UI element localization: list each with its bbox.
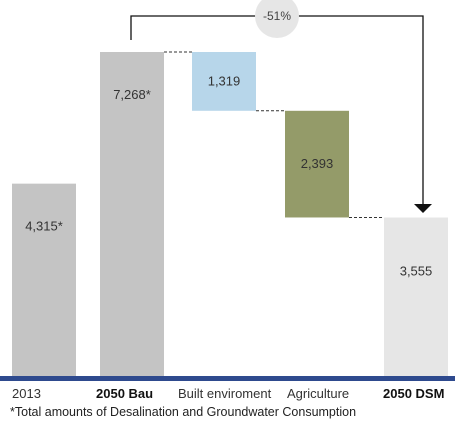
footnote-continuation bbox=[10, 428, 455, 434]
value-label: 2,393 bbox=[301, 156, 334, 171]
bar-2050-bau bbox=[100, 52, 164, 376]
value-label: 1,319 bbox=[208, 73, 241, 88]
category-label: 2050 DSM bbox=[383, 386, 444, 401]
arrow-head-icon bbox=[414, 204, 432, 213]
annotation-label: -51% bbox=[263, 9, 291, 23]
value-label: 7,268* bbox=[113, 87, 151, 102]
bars-group bbox=[12, 52, 448, 376]
category-label: Built enviroment bbox=[178, 386, 272, 401]
connectors-group bbox=[164, 51, 384, 218]
baseline-axis bbox=[0, 376, 455, 381]
value-labels-group: 4,315* 7,268* 1,319 2,393 3,555 bbox=[25, 73, 432, 278]
percent-change-annotation: -51% bbox=[130, 0, 432, 213]
value-label: 3,555 bbox=[400, 264, 433, 279]
category-label: 2013 bbox=[12, 386, 41, 401]
value-label: 4,315* bbox=[25, 219, 63, 234]
category-label: 2050 Bau bbox=[96, 386, 153, 401]
footnote: *Total amounts of Desalination and Groun… bbox=[10, 405, 357, 419]
bar-2013 bbox=[12, 183, 76, 376]
bar-2050-dsm bbox=[384, 217, 448, 376]
annotation-badge bbox=[255, 0, 299, 38]
bar-agriculture bbox=[285, 110, 349, 218]
category-label: Agriculture bbox=[287, 386, 349, 401]
category-labels-group: 2013 2050 Bau Built enviroment Agriculture 2… bbox=[12, 386, 444, 401]
bar-built-environment bbox=[192, 52, 256, 111]
